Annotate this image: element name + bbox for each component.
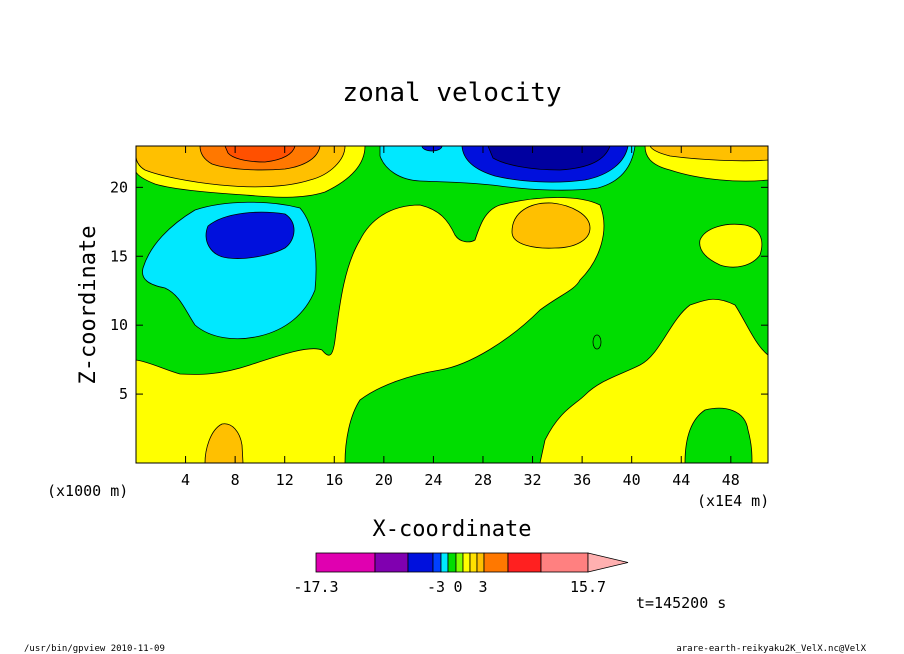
field-blue-left bbox=[205, 211, 295, 259]
field-navy-top bbox=[487, 146, 611, 171]
plot-frame bbox=[135, 145, 769, 464]
colorbar-segment bbox=[540, 552, 589, 573]
footer-right: arare-earth-reikyaku2K_VelX.nc@VelX bbox=[676, 644, 866, 654]
field-yellow-right-blob bbox=[699, 223, 763, 268]
colorbar-segment bbox=[440, 552, 449, 573]
x-axis: 4 8 12 16 20 24 28 32 36 40 44 48 bbox=[181, 146, 740, 489]
colorbar-segment bbox=[374, 552, 409, 573]
colorbar-segment bbox=[462, 552, 471, 573]
colorbar-segment bbox=[407, 552, 434, 573]
colorbar-segment bbox=[483, 552, 509, 573]
x-unit-left: (x1000 m) bbox=[47, 482, 128, 500]
field-green-dot bbox=[592, 334, 602, 350]
field-blue-top-small bbox=[421, 146, 443, 152]
plot-area bbox=[136, 146, 768, 463]
colorbar-segment bbox=[455, 552, 464, 573]
x-tick-label: 36 bbox=[573, 471, 591, 489]
colorbar-segment bbox=[432, 552, 442, 573]
x-unit-right: (x1E4 m) bbox=[697, 492, 769, 510]
colorbar-tick-label: -3 bbox=[427, 578, 445, 596]
y-axis: 5 10 15 20 bbox=[110, 178, 768, 403]
colorbar-segment bbox=[315, 552, 376, 573]
y-tick-label: 5 bbox=[119, 385, 128, 403]
colorbar-segment bbox=[447, 552, 457, 573]
colorbar-tick-label: 3 bbox=[478, 578, 487, 596]
y-tick-label: 10 bbox=[110, 316, 128, 334]
colorbar-min-label: -17.3 bbox=[293, 578, 338, 596]
x-tick-label: 8 bbox=[231, 471, 240, 489]
x-tick-label: 20 bbox=[375, 471, 393, 489]
x-tick-label: 16 bbox=[325, 471, 343, 489]
colorbar bbox=[315, 552, 629, 573]
x-tick-label: 4 bbox=[181, 471, 190, 489]
field-orange-top-right bbox=[649, 146, 768, 162]
colorbar-segment bbox=[507, 552, 542, 573]
x-tick-label: 28 bbox=[474, 471, 492, 489]
colorbar-max-label: 15.7 bbox=[570, 578, 606, 596]
colorbar-segment bbox=[469, 552, 478, 573]
field-orange-bottom-left bbox=[204, 423, 244, 463]
x-axis-label: X-coordinate bbox=[373, 517, 532, 542]
field-green-lower-right bbox=[684, 407, 753, 463]
x-tick-label: 40 bbox=[623, 471, 641, 489]
x-tick-label: 32 bbox=[524, 471, 542, 489]
field-orange-center bbox=[511, 202, 591, 249]
colorbar-max-arrow bbox=[587, 552, 629, 573]
footer-left: /usr/bin/gpview 2010-11-09 bbox=[24, 644, 165, 654]
time-label: t=145200 s bbox=[636, 594, 726, 612]
y-axis-label: Z-coordinate bbox=[76, 226, 101, 385]
x-tick-label: 48 bbox=[722, 471, 740, 489]
y-tick-label: 15 bbox=[110, 247, 128, 265]
colorbar-tick-label: 0 bbox=[453, 578, 462, 596]
colorbar-segment bbox=[476, 552, 485, 573]
x-tick-label: 24 bbox=[424, 471, 442, 489]
field-red-orange-top-left bbox=[224, 146, 296, 163]
x-tick-label: 12 bbox=[276, 471, 294, 489]
x-tick-label: 44 bbox=[672, 471, 690, 489]
y-tick-label: 20 bbox=[110, 178, 128, 196]
chart-title: zonal velocity bbox=[342, 78, 561, 108]
